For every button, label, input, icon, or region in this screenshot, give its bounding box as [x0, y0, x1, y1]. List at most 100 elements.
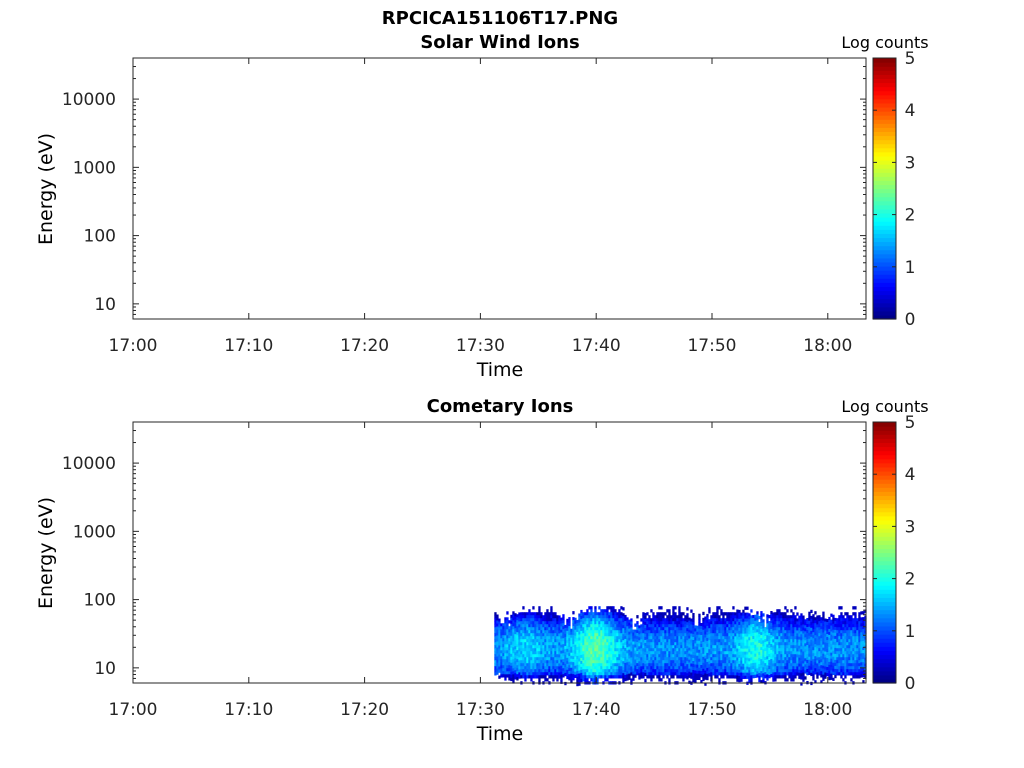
spectrogram-cell [624, 614, 627, 619]
spectrogram-cell [820, 668, 823, 672]
spectrogram-cell [778, 627, 781, 631]
spectrogram-cell [516, 668, 519, 672]
spectrogram-cell [782, 672, 785, 676]
spectrogram-cell [592, 630, 595, 634]
spectrogram-cell [634, 629, 637, 633]
spectrogram-cell [512, 668, 515, 672]
spectrogram-cell [566, 663, 569, 668]
spectrogram-cell [734, 669, 737, 673]
spectrogram-cell [778, 672, 781, 676]
colorbar-segment [873, 576, 896, 582]
spectrogram-cell [530, 645, 533, 649]
spectrogram-cell [684, 639, 687, 643]
spectrogram-cell [530, 618, 533, 622]
spectrogram-cell [678, 606, 681, 610]
spectrogram-cell [522, 612, 525, 616]
spectrogram-cell [518, 663, 521, 667]
spectrogram-cell [610, 606, 613, 610]
spectrogram-cell [740, 636, 743, 640]
spectrogram-cell [854, 651, 857, 655]
spectrogram-cell [752, 624, 755, 628]
spectrogram-cell [600, 669, 603, 673]
spectrogram-cell [534, 672, 537, 676]
spectrogram-cell [816, 636, 819, 640]
spectrogram-cell [714, 618, 717, 622]
spectrogram-cell [532, 612, 535, 616]
spectrogram-cell [570, 673, 573, 677]
spectrogram-cell [852, 642, 855, 646]
spectrogram-cell [722, 633, 725, 637]
spectrogram-cell [864, 630, 867, 634]
spectrogram-cell [794, 657, 797, 661]
spectrogram-cell [642, 669, 645, 673]
spectrogram-cell [708, 631, 711, 635]
spectrogram-cell [790, 675, 793, 679]
spectrogram-cell [658, 612, 661, 616]
spectrogram-cell [646, 651, 649, 655]
spectrogram-cell [530, 636, 533, 640]
spectrogram-cell [754, 656, 757, 660]
spectrogram-cell [784, 651, 787, 655]
spectrogram-cell [744, 675, 747, 679]
spectrogram-cell [552, 642, 555, 646]
spectrogram-cell [852, 663, 855, 667]
spectrogram-cell [646, 660, 649, 664]
spectrogram-cell [680, 660, 683, 664]
spectrogram-cell [570, 649, 573, 653]
spectrogram-cell [788, 636, 791, 640]
spectrogram-cell [804, 661, 807, 665]
spectrogram-cell [742, 618, 745, 622]
spectrogram-cell [530, 648, 533, 652]
spectrogram-cell [846, 669, 849, 673]
spectrogram-cell [518, 618, 521, 622]
spectrogram-cell [864, 660, 867, 664]
spectrogram-cell [656, 618, 659, 622]
spectrogram-cell [732, 648, 735, 652]
spectrogram-cell [864, 615, 867, 619]
spectrogram-cell [556, 663, 559, 667]
spectrogram-cell [586, 660, 589, 664]
spectrogram-cell [850, 651, 853, 655]
colorbar-segment [873, 265, 896, 271]
spectrogram-cell [642, 660, 645, 664]
spectrogram-cell [758, 669, 761, 674]
spectrogram-cell [678, 627, 681, 631]
spectrogram-cell [768, 663, 771, 667]
spectrogram-cell [798, 636, 801, 640]
spectrogram-cell [826, 634, 829, 638]
spectrogram-cell [538, 633, 541, 637]
spectrogram-cell [592, 642, 595, 646]
spectrogram-cell [536, 642, 539, 646]
spectrogram-cell [580, 624, 583, 629]
spectrogram-cell [816, 627, 819, 631]
spectrogram-cell [654, 657, 657, 661]
spectrogram-cell [584, 654, 587, 658]
colorbar-segment [873, 589, 896, 594]
spectrogram-cell [514, 652, 517, 656]
spectrogram-cell [748, 673, 751, 677]
spectrogram-cell [788, 642, 791, 646]
spectrogram-cell [856, 645, 859, 649]
spectrogram-cell [646, 618, 649, 622]
spectrogram-cell [730, 648, 733, 652]
spectrogram-cell [708, 667, 711, 671]
spectrogram-cell [800, 640, 803, 644]
spectrogram-cell [860, 638, 863, 642]
spectrogram-cell [518, 672, 521, 676]
spectrogram-cell [516, 632, 519, 636]
spectrogram-cell [814, 653, 817, 657]
spectrogram-cell [754, 671, 757, 675]
spectrogram-cell [534, 612, 537, 616]
spectrogram-cell [636, 633, 639, 637]
spectrogram-cell [712, 630, 715, 634]
spectrogram-cell [774, 612, 777, 616]
spectrogram-cell [710, 669, 713, 673]
spectrogram-cell [540, 675, 543, 679]
spectrogram-cell [836, 618, 839, 622]
spectrogram-cell [578, 676, 581, 680]
spectrogram-cell [598, 651, 601, 655]
spectrogram-cell [774, 678, 777, 682]
spectrogram-cell [832, 638, 835, 642]
spectrogram-cell [602, 645, 605, 649]
spectrogram-cell [558, 621, 561, 625]
